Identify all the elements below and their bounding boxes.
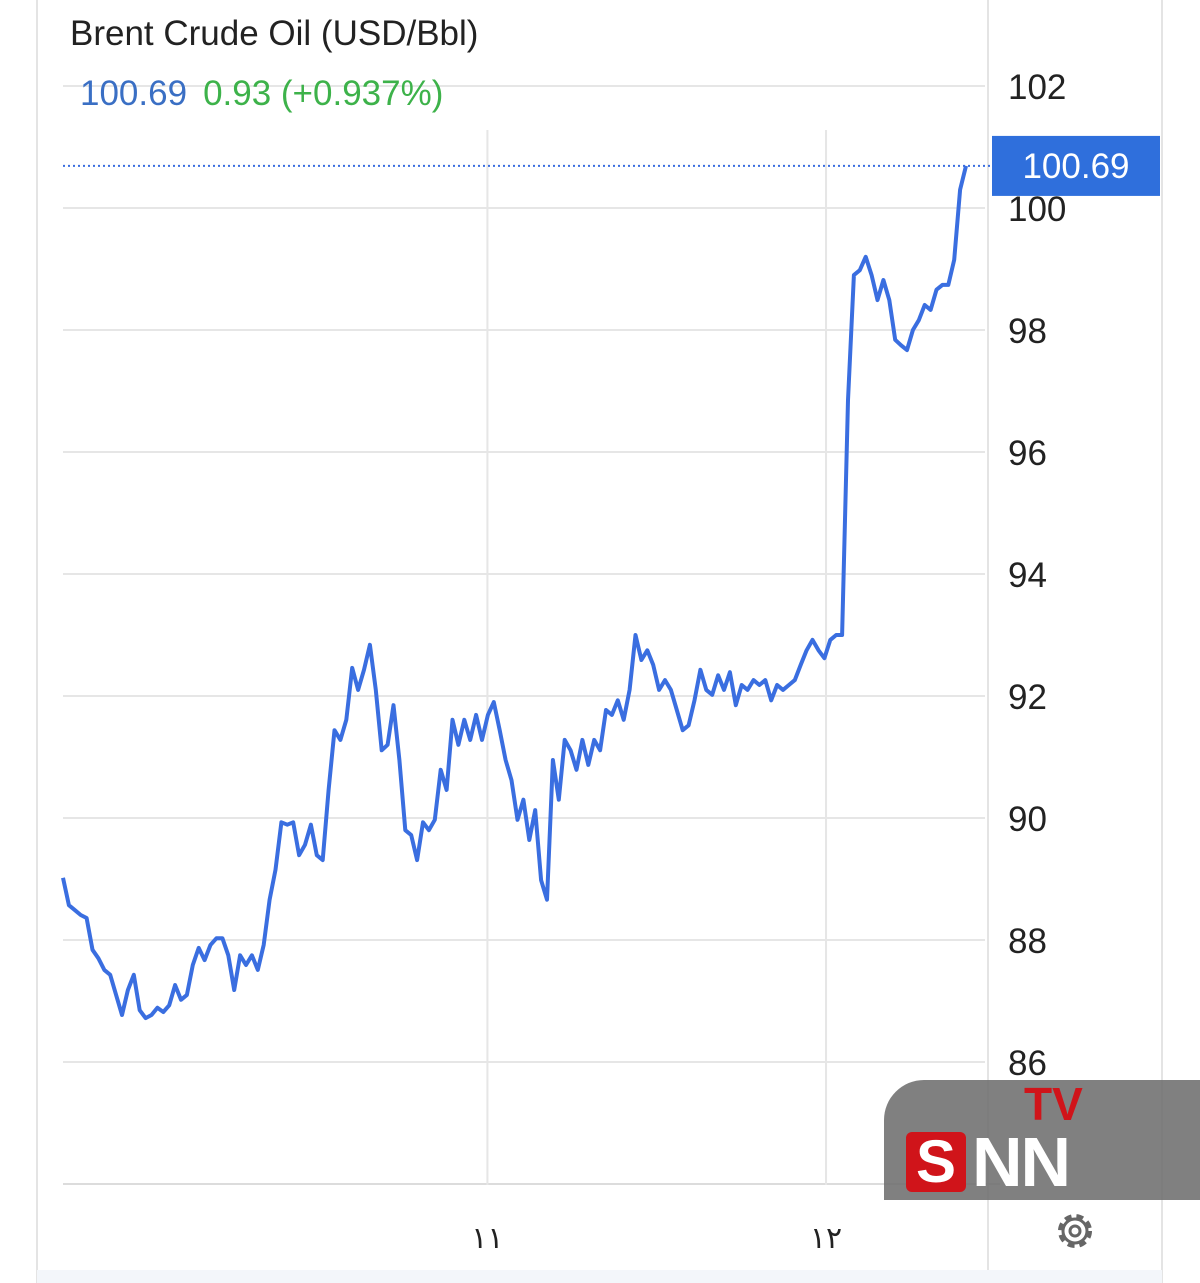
quote-line: 100.69 0.93 (+0.937%) [80,74,443,114]
x-tick-label: ۱۲ [810,1221,842,1256]
bottom-strip [37,1270,1162,1283]
y-tick-label: 92 [1008,678,1047,717]
y-tick-label: 90 [1008,800,1047,839]
current-price: 100.69 [80,74,188,113]
price-change: 0.93 (+0.937%) [203,74,444,113]
y-tick-label: 94 [1008,556,1047,595]
y-tick-label: 96 [1008,434,1047,473]
price-tag-bg [992,135,1160,196]
y-tick-label: 102 [1008,68,1066,107]
price-series-line [61,165,968,1021]
gridlines [63,85,1000,1185]
snn-tv-watermark-logo: S NN TV [884,1080,1200,1200]
y-tick-label: 86 [1008,1044,1047,1083]
x-axis-ticks: ۱۱ ۱۲ [471,1221,842,1256]
y-tick-label: 100 [1008,190,1066,229]
price-tag-label: 100.69 [1022,147,1129,186]
chart-title: Brent Crude Oil (USD/Bbl) [70,14,479,53]
settings-gear-icon[interactable] [1058,1214,1092,1248]
price-tag: 100.69 [992,135,1160,196]
y-axis-ticks: 102 100 98 96 94 92 90 88 86 [1008,68,1066,1083]
x-tick-label: ۱۱ [471,1221,503,1256]
y-tick-label: 88 [1008,922,1047,961]
y-tick-label: 98 [1008,312,1047,351]
